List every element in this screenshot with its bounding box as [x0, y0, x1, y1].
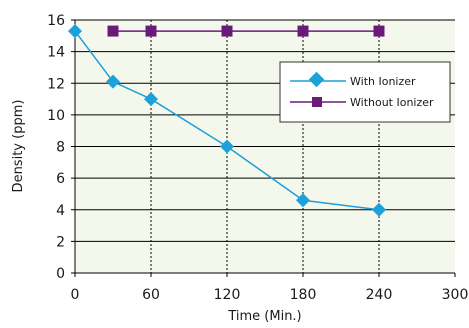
legend-label-without-ionizer: Without Ionizer — [350, 96, 434, 109]
y-tick-label: 16 — [47, 13, 65, 29]
legend-marker-without-ionizer — [312, 97, 322, 107]
data-point-with-ionizer — [372, 202, 386, 217]
legend: With Ionizer Without Ionizer — [279, 61, 451, 123]
y-tick-label: 10 — [47, 108, 65, 124]
legend-box — [279, 61, 451, 123]
data-point-without-ionizer — [373, 25, 385, 37]
data-point-with-ionizer — [106, 74, 120, 89]
data-point-without-ionizer — [221, 25, 233, 37]
data-point-with-ionizer — [144, 92, 158, 107]
data-point-without-ionizer — [107, 25, 119, 37]
y-tick-label: 14 — [47, 45, 65, 61]
x-tick-label: 60 — [142, 287, 160, 303]
x-axis-title: Time (Min.) — [227, 309, 301, 324]
data-point-without-ionizer — [145, 25, 157, 37]
x-tick-label: 300 — [442, 287, 469, 303]
y-tick-label: 0 — [56, 266, 65, 282]
data-point-without-ionizer — [297, 25, 309, 37]
x-tick-label: 0 — [71, 287, 80, 303]
y-tick-label: 6 — [56, 171, 65, 187]
series-group — [68, 24, 386, 217]
series-line-with-ionizer — [74, 30, 380, 211]
data-point-with-ionizer — [296, 193, 310, 208]
data-point-with-ionizer — [68, 24, 82, 39]
y-tick-label: 8 — [56, 140, 65, 156]
axes: 0 2 4 6 8 10 12 14 16 0 60 120 180 240 300 — [47, 13, 468, 303]
legend-label-with-ionizer: With Ionizer — [350, 75, 416, 88]
x-tick-label: 240 — [366, 287, 393, 303]
data-point-with-ionizer — [220, 139, 234, 154]
y-axis-title: Density (ppm) — [11, 100, 26, 193]
x-tick-label: 120 — [214, 287, 241, 303]
y-tick-label: 2 — [56, 234, 65, 250]
gridlines — [75, 19, 455, 273]
y-tick-label: 12 — [47, 76, 65, 92]
x-tick-label: 180 — [290, 287, 317, 303]
y-tick-label: 4 — [56, 203, 65, 219]
